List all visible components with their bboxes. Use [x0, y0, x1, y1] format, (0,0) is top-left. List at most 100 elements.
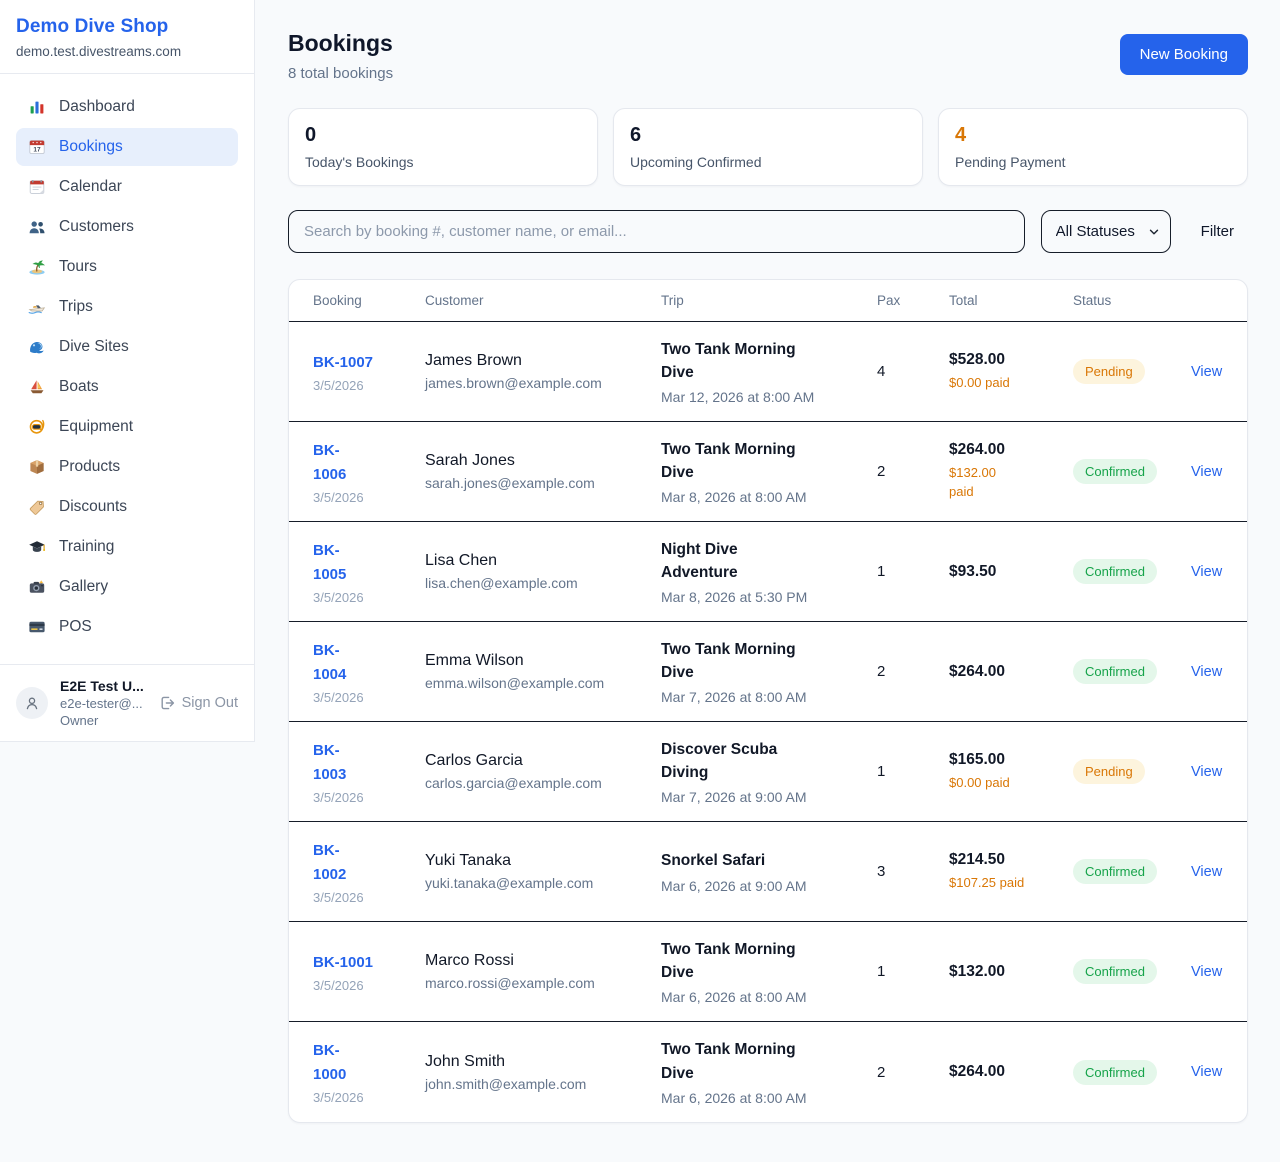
sidebar: Demo Dive Shop demo.test.divestreams.com…: [0, 0, 255, 742]
view-link[interactable]: View: [1191, 963, 1223, 980]
pax-count: 2: [877, 1063, 886, 1081]
booking-number-link[interactable]: BK-1004: [313, 641, 347, 683]
stats-cards: 0 Today's Bookings 6 Upcoming Confirmed …: [288, 108, 1248, 186]
sidebar-item-label: Calendar: [59, 178, 122, 195]
trip-datetime: Mar 8, 2026 at 5:30 PM: [661, 589, 808, 606]
customer-name: Emma Wilson: [425, 652, 524, 669]
search-input[interactable]: [288, 210, 1025, 253]
status-filter-select[interactable]: All Statuses: [1040, 210, 1171, 253]
pax-count: 1: [877, 963, 886, 980]
sidebar-item-label: Trips: [59, 298, 93, 315]
trip-datetime: Mar 6, 2026 at 8:00 AM: [661, 1089, 807, 1106]
customer-name: Yuki Tanaka: [425, 852, 511, 869]
booking-date: 3/5/2026: [313, 977, 364, 993]
sidebar-item-dashboard[interactable]: Dashboard: [16, 88, 238, 126]
booking-number-link[interactable]: BK-1007: [313, 353, 374, 371]
trip-name: Two Tank Morning Dive: [661, 640, 796, 681]
main-content: Bookings 8 total bookings New Booking 0 …: [255, 0, 1280, 1153]
sidebar-item-calendar[interactable]: Calendar: [16, 168, 238, 206]
trip-datetime: Mar 12, 2026 at 8:00 AM: [661, 389, 815, 406]
credit-card-icon: [28, 618, 46, 636]
sidebar-item-label: Tours: [59, 258, 97, 275]
total-amount: $264.00: [949, 1063, 1006, 1080]
user-info: E2E Test U... e2e-tester@... Owner: [60, 678, 146, 728]
col-header-trip: Trip: [661, 293, 684, 308]
customer-name: Carlos Garcia: [425, 752, 523, 769]
sidebar-item-products[interactable]: Products: [16, 448, 238, 486]
trip-name: Two Tank Morning Dive: [661, 1041, 796, 1082]
sidebar-item-pos[interactable]: POS: [16, 608, 238, 646]
col-header-customer: Customer: [425, 293, 484, 308]
customer-email: yuki.tanaka@example.com: [425, 875, 594, 891]
view-link[interactable]: View: [1191, 863, 1223, 880]
paid-amount: $0.00 paid: [949, 774, 1010, 790]
status-badge: Confirmed: [1073, 959, 1157, 984]
trip-name: Two Tank Morning Dive: [661, 940, 796, 981]
customer-name: Sarah Jones: [425, 452, 515, 469]
sailboat-icon: [28, 378, 46, 396]
status-badge: Confirmed: [1073, 1059, 1157, 1085]
sidebar-item-boats[interactable]: Boats: [16, 368, 238, 406]
sidebar-item-label: Boats: [59, 378, 99, 395]
trip-name: Two Tank Morning Dive: [661, 340, 796, 381]
bookings-table: Booking Customer Trip Pax Total Status BK-100…: [288, 279, 1248, 1123]
customer-email: marco.rossi@example.com: [425, 975, 595, 991]
booking-number-link[interactable]: BK-1005: [313, 541, 347, 583]
sidebar-item-customers[interactable]: Customers: [16, 208, 238, 246]
pax-count: 1: [877, 763, 886, 780]
booking-number-link[interactable]: BK-1000: [313, 1042, 347, 1083]
view-link[interactable]: View: [1191, 1064, 1223, 1080]
view-link[interactable]: View: [1191, 763, 1223, 780]
table-body: BK-1007 3/5/2026 James Brown james.brown…: [289, 322, 1247, 1122]
sidebar-item-label: Dive Sites: [59, 338, 129, 355]
sidebar-item-bookings[interactable]: 17 Bookings: [16, 128, 238, 166]
view-link[interactable]: View: [1191, 363, 1223, 380]
sidebar-item-discounts[interactable]: Discounts: [16, 488, 238, 526]
package-icon: [28, 458, 46, 476]
booking-number-link[interactable]: BK-1003: [313, 741, 347, 783]
sidebar-item-label: Dashboard: [59, 98, 135, 115]
total-amount: $528.00: [949, 350, 1006, 368]
status-badge: Confirmed: [1073, 459, 1157, 484]
sidebar-item-tours[interactable]: Tours: [16, 248, 238, 286]
sidebar-item-equipment[interactable]: Equipment: [16, 408, 238, 446]
table-row: BK-1006 3/5/2026 Sarah Jones sarah.jones…: [289, 422, 1247, 522]
stat-value: 6: [630, 124, 642, 146]
total-amount: $132.00: [949, 962, 1006, 980]
view-link[interactable]: View: [1191, 663, 1223, 680]
booking-number-link[interactable]: BK-1006: [313, 441, 347, 483]
sidebar-item-gallery[interactable]: Gallery: [16, 568, 238, 606]
table-row: BK-1004 3/5/2026 Emma Wilson emma.wilson…: [289, 622, 1247, 722]
stat-card-pending-payment: 4 Pending Payment: [938, 108, 1248, 186]
users-icon: [28, 218, 46, 236]
trip-name: Snorkel Safari: [661, 852, 766, 870]
sidebar-item-trips[interactable]: Trips: [16, 288, 238, 326]
new-booking-button[interactable]: New Booking: [1119, 34, 1248, 75]
sidebar-item-training[interactable]: Training: [16, 528, 238, 566]
total-amount: $214.50: [949, 850, 1006, 868]
booking-number-link[interactable]: BK-1002: [313, 841, 347, 883]
trip-datetime: Mar 8, 2026 at 8:00 AM: [661, 489, 807, 506]
sidebar-item-dive-sites[interactable]: Dive Sites: [16, 328, 238, 366]
bar-chart-icon: [28, 98, 46, 116]
stat-label: Upcoming Confirmed: [630, 154, 762, 170]
sidebar-item-label: Products: [59, 458, 121, 475]
sign-out-button[interactable]: Sign Out: [158, 694, 238, 712]
booking-date: 3/5/2026: [313, 489, 364, 505]
booking-number-link[interactable]: BK-1001: [313, 953, 374, 971]
col-header-status: Status: [1073, 293, 1112, 308]
filter-button[interactable]: Filter: [1187, 223, 1248, 240]
sidebar-item-label: POS: [59, 618, 92, 635]
filter-toolbar: All Statuses Filter: [288, 210, 1248, 253]
view-link[interactable]: View: [1191, 463, 1223, 480]
status-badge: Pending: [1073, 359, 1145, 384]
page-header: Bookings 8 total bookings New Booking: [288, 30, 1248, 82]
status-badge: Pending: [1073, 759, 1145, 784]
wave-icon: [28, 338, 46, 356]
view-link[interactable]: View: [1191, 563, 1223, 580]
pax-count: 2: [877, 663, 886, 680]
trip-name: Two Tank Morning Dive: [661, 440, 796, 481]
customer-name: Lisa Chen: [425, 552, 498, 569]
col-header-total: Total: [949, 293, 978, 308]
